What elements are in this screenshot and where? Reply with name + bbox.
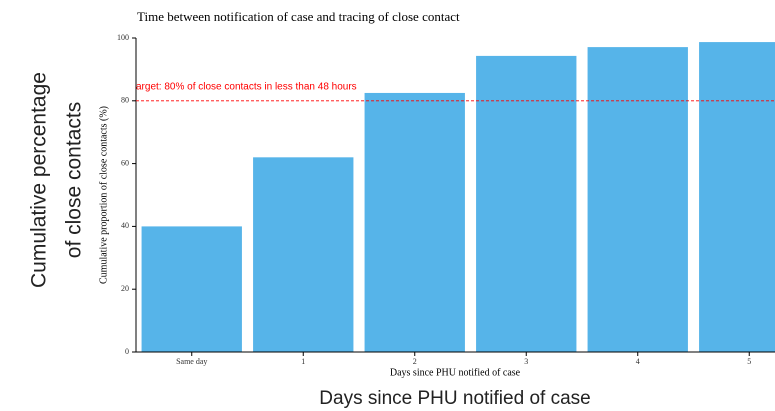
overlay-y-label: Cumulative percentage [28, 72, 51, 288]
overlay-x-label: Days since PHU notified of case [319, 388, 590, 409]
y-tick-label: 80 [121, 96, 129, 105]
bar [364, 92, 465, 352]
y-tick-label: 0 [125, 347, 129, 356]
y-tick-label: 60 [121, 158, 129, 167]
x-tick-label: Same day [176, 357, 207, 366]
bar [699, 42, 775, 352]
x-tick-label: 5 [747, 357, 751, 366]
x-tick-label: 2 [413, 357, 417, 366]
x-tick-label: 4 [636, 357, 640, 366]
y-tick-label: 20 [121, 284, 129, 293]
y-axis-label: Cumulative proportion of close contacts … [98, 106, 109, 284]
bar [587, 47, 688, 353]
x-axis-label: Days since PHU notified of case [390, 367, 521, 378]
x-tick-label: 1 [301, 357, 305, 366]
x-tick-label: 3 [524, 357, 528, 366]
chart-title: Time between notification of case and tr… [137, 9, 460, 24]
bar [141, 226, 242, 352]
y-tick-label: 40 [121, 221, 129, 230]
reference-label: arget: 80% of close contacts in less tha… [136, 81, 357, 92]
overlay-y-label: of close contacts [63, 102, 86, 258]
bar [476, 55, 577, 352]
y-tick-label: 100 [117, 33, 129, 42]
bar [253, 157, 354, 352]
